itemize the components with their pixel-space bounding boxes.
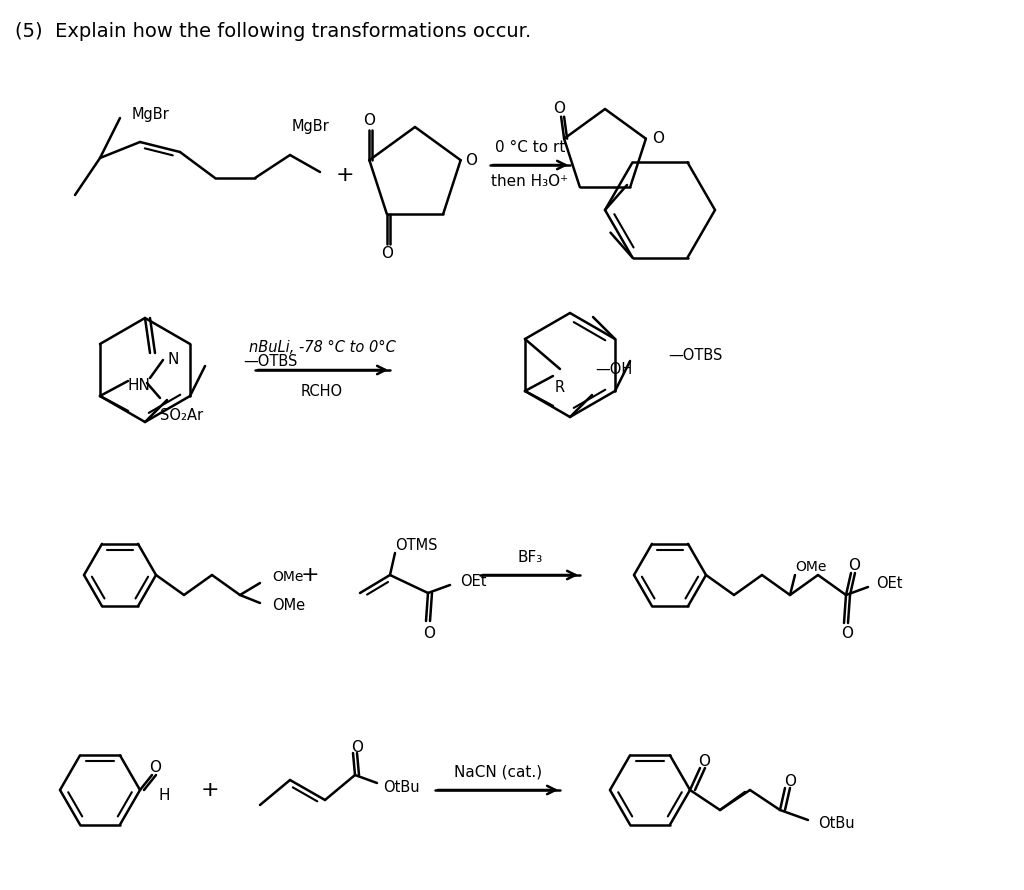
Text: OtBu: OtBu	[383, 780, 420, 795]
Text: OMe: OMe	[795, 560, 826, 574]
Text: nBuLi, -78 °C to 0°C: nBuLi, -78 °C to 0°C	[249, 341, 395, 355]
Text: NaCN (cat.): NaCN (cat.)	[454, 765, 542, 780]
Text: then H₃O⁺: then H₃O⁺	[492, 174, 568, 190]
Text: OtBu: OtBu	[818, 816, 855, 831]
Text: O: O	[150, 760, 161, 775]
Text: —OTBS: —OTBS	[243, 353, 297, 368]
Text: —OH: —OH	[595, 361, 632, 376]
Text: OEt: OEt	[876, 576, 902, 590]
Text: BF₃: BF₃	[517, 549, 543, 564]
Text: R: R	[555, 379, 565, 394]
Text: O: O	[784, 774, 796, 789]
Text: RCHO: RCHO	[301, 384, 343, 400]
Text: O: O	[698, 755, 710, 770]
Text: +: +	[301, 565, 319, 585]
Text: O: O	[553, 101, 565, 117]
Text: OTMS: OTMS	[395, 538, 437, 553]
Text: HN: HN	[127, 378, 150, 393]
Text: H: H	[158, 788, 170, 803]
Text: (5)  Explain how the following transformations occur.: (5) Explain how the following transforma…	[15, 22, 531, 41]
Text: O: O	[652, 131, 664, 146]
Text: O: O	[465, 153, 476, 167]
Text: —OTBS: —OTBS	[668, 349, 722, 363]
Text: O: O	[848, 557, 860, 572]
Text: OMe: OMe	[272, 570, 303, 584]
Text: O: O	[423, 626, 435, 641]
Text: 0 °C to rt: 0 °C to rt	[495, 141, 565, 156]
Text: O: O	[841, 626, 853, 641]
Text: +: +	[336, 165, 354, 185]
Text: +: +	[201, 780, 219, 800]
Text: OMe: OMe	[272, 597, 305, 612]
Text: O: O	[364, 113, 376, 127]
Text: N: N	[167, 352, 178, 368]
Text: O: O	[351, 740, 362, 755]
Text: O: O	[381, 247, 393, 262]
Text: OEt: OEt	[460, 573, 486, 588]
Text: MgBr: MgBr	[292, 119, 330, 134]
Text: SO₂Ar: SO₂Ar	[160, 409, 203, 424]
Text: MgBr: MgBr	[132, 107, 170, 122]
